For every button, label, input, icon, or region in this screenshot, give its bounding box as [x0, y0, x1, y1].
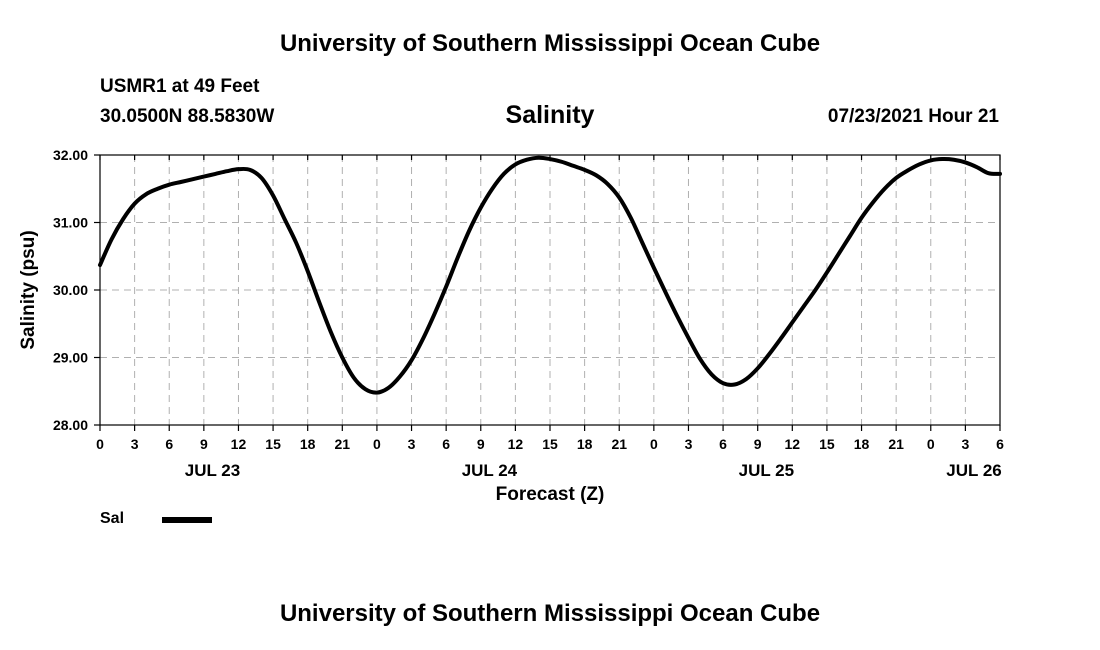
x-tick-label: 21 [611, 436, 627, 452]
x-tick-label: 3 [131, 436, 139, 452]
x-tick-label: 6 [165, 436, 173, 452]
y-tick-label: 31.00 [53, 215, 88, 231]
x-tick-label: 0 [650, 436, 658, 452]
x-tick-label: 0 [373, 436, 381, 452]
legend-swatch [162, 517, 212, 523]
y-tick-label: 28.00 [53, 417, 88, 433]
x-tick-label: 12 [231, 436, 247, 452]
x-tick-label: 21 [888, 436, 904, 452]
chart-title-bottom: University of Southern Mississippi Ocean… [279, 600, 821, 627]
x-tick-label: 12 [508, 436, 524, 452]
date-label: JUL 23 [185, 461, 240, 480]
date-label: JUL 26 [946, 461, 1001, 480]
x-tick-label: 0 [96, 436, 104, 452]
x-tick-label: 9 [754, 436, 762, 452]
x-tick-label: 3 [685, 436, 693, 452]
x-tick-label: 3 [408, 436, 416, 452]
station-label: USMR1 at 49 Feet [100, 76, 260, 97]
x-tick-label: 9 [477, 436, 485, 452]
grid-lines [100, 155, 1000, 425]
y-tick-label: 29.00 [53, 350, 88, 366]
x-tick-label: 18 [577, 436, 593, 452]
legend-label: Sal [100, 510, 125, 527]
coordinates-label: 30.0500N 88.5830W [100, 106, 275, 127]
forecast-datetime: 07/23/2021 Hour 21 [827, 106, 999, 127]
date-label: JUL 24 [462, 461, 518, 480]
x-tick-label: 15 [819, 436, 835, 452]
x-tick-label: 21 [335, 436, 351, 452]
y-axis-label: Salinity (psu) [18, 230, 39, 349]
x-axis: 0 3 6 9 12 15 18 21 0 3 6 9 12 15 18 21 0 3 6 9 12 15 18 21 0 3 6J… [96, 155, 1004, 480]
x-axis-label: Forecast (Z) [496, 484, 605, 505]
x-tick-label: 15 [265, 436, 281, 452]
x-tick-label: 12 [785, 436, 801, 452]
x-tick-label: 6 [442, 436, 450, 452]
x-tick-label: 9 [200, 436, 208, 452]
date-label: JUL 25 [739, 461, 794, 480]
y-tick-label: 30.00 [53, 282, 88, 298]
x-tick-label: 18 [300, 436, 316, 452]
x-tick-label: 6 [996, 436, 1004, 452]
variable-title: Salinity [505, 101, 595, 129]
chart-title-top: University of Southern Mississippi Ocean… [279, 30, 821, 57]
y-axis: 28.00 29.00 30.00 31.00 32.00 [53, 147, 100, 433]
x-tick-label: 6 [719, 436, 727, 452]
y-tick-label: 32.00 [53, 147, 88, 163]
x-tick-label: 15 [542, 436, 558, 452]
x-tick-label: 18 [854, 436, 870, 452]
x-tick-label: 0 [927, 436, 935, 452]
x-tick-label: 3 [961, 436, 969, 452]
